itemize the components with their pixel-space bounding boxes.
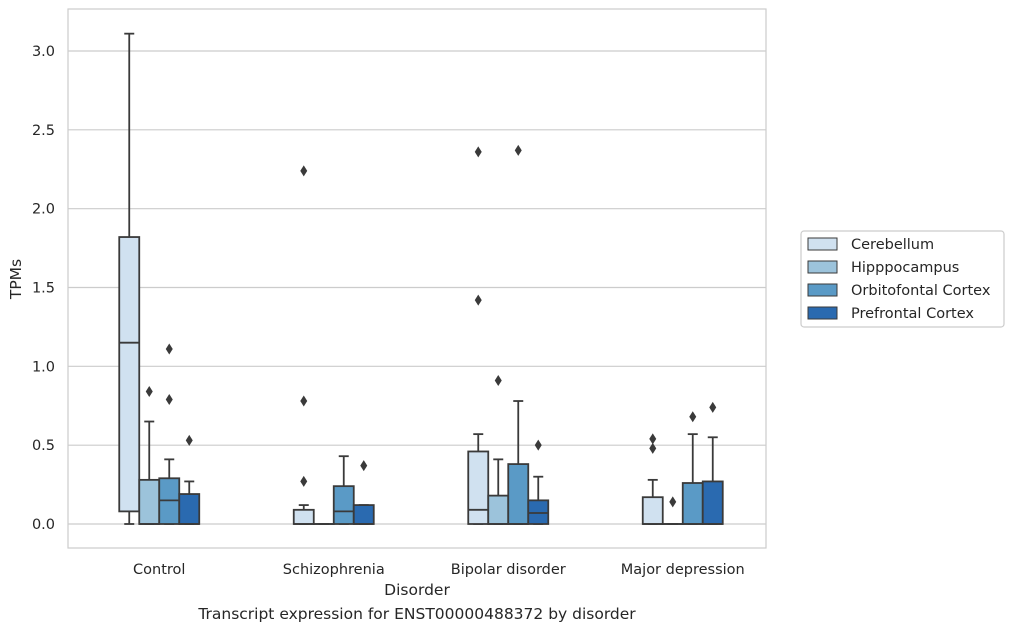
box-orbitofontal-cortex	[158, 343, 181, 525]
y-tick-label: 1.0	[32, 359, 55, 375]
box-cerebellum	[641, 433, 664, 525]
legend-label: Cerebellum	[851, 237, 934, 253]
outlier-point	[300, 475, 308, 487]
box-orbitofontal-cortex	[507, 144, 530, 525]
legend-label: Hipppocampus	[851, 260, 959, 276]
box-cerebellum	[467, 146, 490, 525]
outlier-point	[649, 442, 657, 454]
box-hipppocampus	[138, 386, 161, 525]
y-tick-label: 2.0	[32, 202, 55, 218]
x-tick-label: Major depression	[621, 562, 745, 578]
legend-swatch	[807, 283, 838, 297]
box-iqr	[701, 480, 724, 525]
outlier-point	[300, 395, 308, 407]
box-iqr	[332, 485, 355, 525]
box-prefrontal-cortex	[352, 460, 375, 525]
box-prefrontal-cortex	[701, 401, 724, 525]
legend-swatch	[807, 306, 838, 320]
outlier-point	[145, 386, 153, 398]
x-tick-label: Schizophrenia	[283, 562, 385, 578]
y-tick-label: 3.0	[32, 44, 55, 60]
legend: Cerebellum Hipppocampus Orbitofontal Corte…	[800, 230, 1005, 328]
outlier-point	[689, 411, 697, 423]
y-tick-label: 1.5	[32, 281, 55, 297]
outlier-point	[165, 393, 173, 405]
x-axis-ticks: Control Schizophrenia Bipolar disorder Majo…	[133, 562, 745, 578]
box-orbitofontal-cortex	[332, 455, 355, 525]
gridlines	[68, 50, 766, 525]
box-cerebellum	[118, 32, 141, 525]
box-iqr	[352, 504, 375, 525]
box-iqr	[507, 463, 530, 525]
outlier-point	[534, 439, 542, 451]
outlier-point	[185, 434, 193, 446]
outlier-point	[514, 144, 522, 156]
legend-label: Prefrontal Cortex	[851, 306, 974, 322]
outlier-point	[474, 146, 482, 158]
box-iqr	[681, 482, 704, 525]
legend-swatch	[807, 237, 838, 251]
box-series	[118, 32, 724, 525]
outlier-point	[669, 496, 677, 508]
box-iqr	[178, 493, 201, 525]
x-tick-label: Control	[133, 562, 185, 578]
box-hipppocampus	[661, 496, 684, 525]
box-hipppocampus	[487, 375, 510, 525]
outlier-point	[474, 294, 482, 306]
plot-area-frame	[67, 8, 767, 549]
outlier-point	[709, 401, 717, 413]
outlier-point	[649, 433, 657, 445]
box-iqr	[641, 496, 664, 525]
y-axis-ticks: 0.0 0.5 1.0 1.5 2.0 2.5 3.0	[32, 44, 55, 533]
figure-caption: Transcript expression for ENST0000048837…	[198, 605, 636, 623]
box-prefrontal-cortex	[178, 434, 201, 525]
legend-label: Orbitofontal Cortex	[851, 283, 991, 299]
y-tick-label: 0.0	[32, 517, 55, 533]
box-prefrontal-cortex	[527, 439, 550, 525]
box-orbitofontal-cortex	[681, 411, 704, 525]
legend-swatch	[807, 260, 838, 274]
box-iqr	[467, 450, 490, 525]
box-iqr	[138, 478, 161, 525]
x-axis-label: Disorder	[384, 581, 450, 599]
box-iqr	[487, 494, 510, 525]
outlier-point	[360, 460, 368, 472]
x-tick-label: Bipolar disorder	[451, 562, 566, 578]
y-tick-label: 0.5	[32, 438, 55, 454]
outlier-point	[165, 343, 173, 355]
y-tick-label: 2.5	[32, 123, 55, 139]
outlier-point	[300, 165, 308, 177]
box-iqr	[292, 508, 315, 525]
box-iqr	[118, 236, 141, 513]
legend-frame	[800, 230, 1005, 328]
y-axis-label: TPMs	[7, 259, 25, 300]
box-cerebellum	[292, 165, 315, 525]
outlier-point	[494, 375, 502, 387]
